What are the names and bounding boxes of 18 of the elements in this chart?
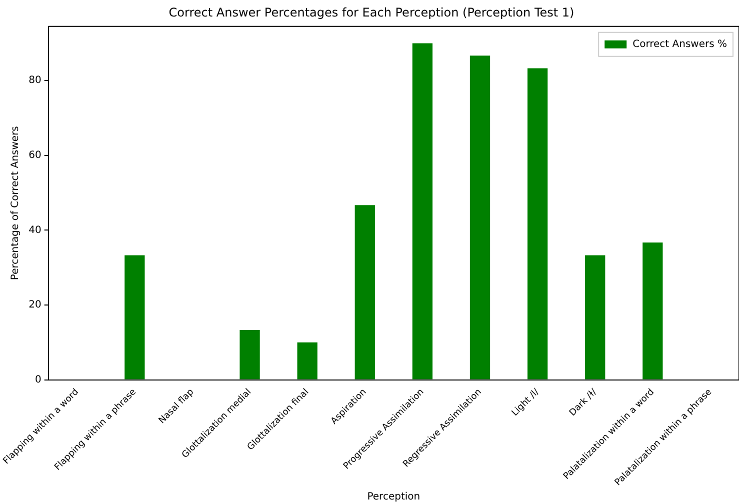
legend-label: Correct Answers % (632, 38, 728, 50)
y-tick-label: 60 (28, 150, 42, 162)
bar (354, 205, 375, 380)
chart-title: Correct Answer Percentages for Each Perception (Perception Test 1) (168, 5, 574, 20)
y-tick-label: 0 (34, 374, 42, 386)
bar (527, 68, 548, 380)
bar (240, 330, 260, 380)
y-tick-label: 80 (28, 75, 42, 86)
bar (412, 43, 433, 380)
bar (124, 255, 145, 380)
y-tick-label: 20 (28, 300, 42, 311)
x-axis-title: Perception (367, 492, 420, 503)
y-tick-label: 40 (28, 224, 42, 236)
bar (470, 56, 490, 380)
bar (585, 255, 606, 380)
bar (642, 242, 663, 380)
bar (297, 342, 318, 380)
y-axis-title: Percentage of Correct Answers (10, 126, 22, 280)
